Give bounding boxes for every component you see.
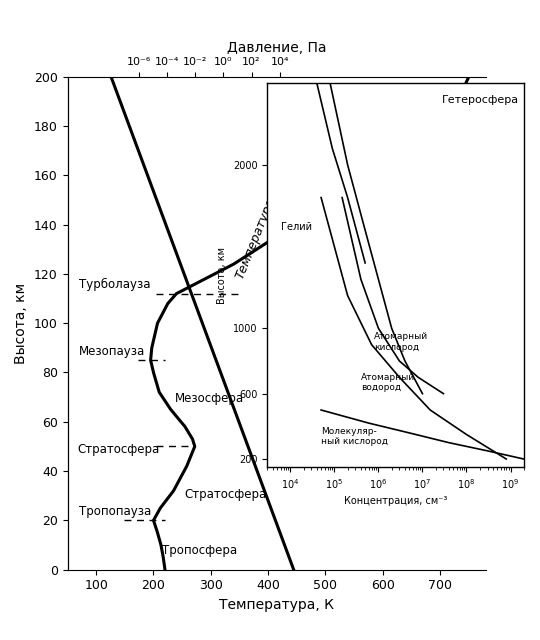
Text: Давление: Давление: [378, 309, 431, 365]
X-axis label: Температура, К: Температура, К: [219, 598, 334, 612]
Text: Атомарный
водород: Атомарный водород: [361, 373, 415, 392]
Text: Гелий: Гелий: [281, 222, 312, 232]
Y-axis label: Высота, км: Высота, км: [218, 246, 227, 304]
Text: Тропопауза: Тропопауза: [79, 505, 151, 518]
X-axis label: Давление, Па: Давление, Па: [227, 40, 327, 54]
Text: Гетеросфера: Гетеросфера: [442, 95, 518, 105]
Text: Мезосфера: Мезосфера: [175, 392, 244, 404]
Text: Гетеросфера: Гетеросфера: [287, 173, 300, 254]
Y-axis label: Высота, км: Высота, км: [15, 283, 28, 364]
Text: Турболауза: Турболауза: [79, 278, 151, 291]
Text: Атомарный
кислород: Атомарный кислород: [374, 332, 428, 351]
Text: Молекуляр-
ный кислород: Молекуляр- ный кислород: [321, 427, 388, 446]
X-axis label: Концентрация, см⁻³: Концентрация, см⁻³: [344, 496, 447, 506]
Text: Тропосфера: Тропосфера: [162, 544, 237, 557]
Text: Стратосфера: Стратосфера: [184, 488, 266, 500]
Text: Стратосфера: Стратосфера: [78, 444, 160, 456]
Text: Гомосфера: Гомосфера: [287, 365, 300, 434]
Text: Мезопауза: Мезопауза: [79, 345, 145, 358]
Text: Температура: Температура: [234, 196, 278, 282]
